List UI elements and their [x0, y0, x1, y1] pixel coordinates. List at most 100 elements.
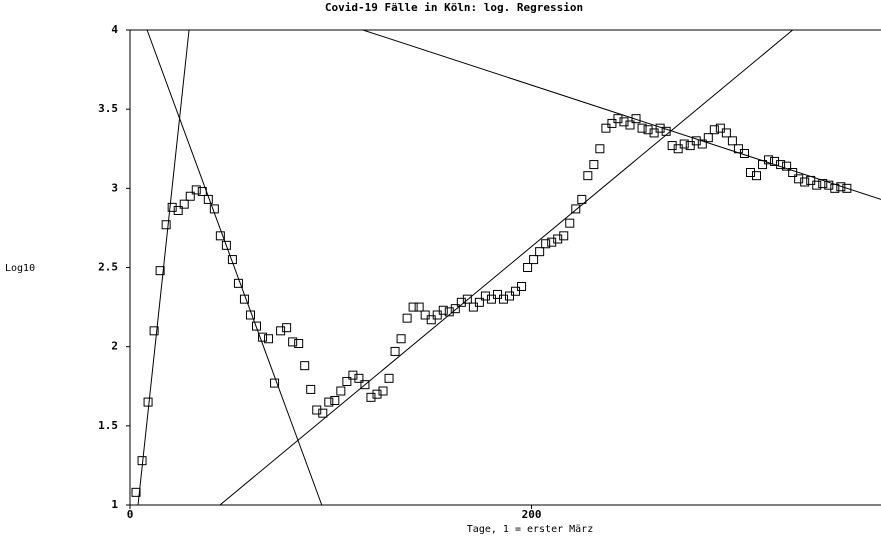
data-point [782, 161, 792, 171]
data-point [673, 144, 683, 154]
data-point [703, 133, 713, 143]
y-tick-label: 3.5 [98, 102, 118, 115]
data-point [824, 180, 834, 190]
data-point [318, 408, 328, 418]
data-point [517, 282, 527, 291]
data-point [535, 247, 545, 257]
data-point [420, 310, 430, 320]
data-point [432, 310, 442, 320]
data-point [342, 377, 352, 386]
data-point [709, 125, 719, 135]
data-point [252, 321, 262, 331]
data-point [360, 380, 370, 390]
data-point [691, 136, 701, 146]
data-point [745, 168, 755, 177]
data-point [197, 187, 207, 196]
data-point [143, 397, 153, 407]
data-point [426, 315, 436, 325]
data-point [492, 289, 502, 299]
data-point [348, 370, 358, 380]
data-point [541, 239, 551, 249]
data-point [685, 141, 695, 151]
data-point [173, 206, 183, 215]
regression-line [137, 29, 190, 506]
data-point [649, 128, 659, 138]
data-point [571, 204, 581, 214]
data-point [149, 326, 159, 336]
data-point [577, 194, 587, 204]
data-point [456, 297, 466, 307]
data-point [721, 128, 731, 138]
data-point [215, 231, 225, 241]
data-point [203, 194, 213, 204]
data-point [625, 120, 635, 130]
data-point [390, 346, 400, 356]
data-point [378, 386, 388, 396]
data-point [270, 378, 280, 388]
data-point [565, 218, 575, 228]
data-point [842, 183, 852, 193]
data-point [559, 231, 569, 241]
data-point [282, 323, 292, 333]
data-point [764, 155, 774, 165]
regression-line [219, 29, 793, 506]
data-point [239, 294, 249, 304]
data-point [770, 156, 780, 166]
data-point [836, 182, 846, 192]
data-point [227, 255, 237, 265]
data-point [185, 191, 195, 201]
data-point [233, 278, 243, 288]
data-point [529, 255, 539, 265]
data-point [191, 185, 201, 195]
data-point [414, 302, 424, 312]
data-point [758, 160, 768, 170]
data-point [637, 123, 647, 133]
data-point [553, 234, 563, 244]
data-point [480, 291, 490, 301]
data-point [354, 373, 364, 383]
data-point [583, 171, 593, 181]
y-tick-label: 2 [111, 340, 118, 353]
data-point [444, 307, 454, 317]
data-point [655, 123, 665, 133]
data-point [794, 174, 804, 184]
data-point [776, 160, 786, 170]
data-point [474, 297, 484, 307]
data-point [294, 339, 304, 348]
data-point [788, 168, 798, 177]
data-point [300, 361, 310, 371]
x-tick-label: 0 [127, 508, 134, 521]
data-point [727, 136, 737, 146]
y-tick-label: 1 [111, 498, 118, 511]
data-point [336, 386, 346, 396]
data-point [511, 286, 521, 296]
data-point [245, 310, 255, 320]
y-tick-label: 3 [111, 181, 118, 194]
data-point [595, 144, 605, 154]
data-point [631, 114, 641, 124]
data-point [324, 397, 334, 407]
chart-title: Covid-19 Fälle in Köln: log. Regression [325, 1, 583, 14]
data-point [330, 396, 340, 405]
data-point [812, 180, 822, 190]
data-point [408, 302, 418, 312]
data-point [258, 332, 268, 342]
data-point [505, 291, 515, 301]
data-point [486, 294, 496, 304]
data-point [715, 123, 725, 133]
data-point [661, 126, 671, 136]
data-point [619, 117, 629, 127]
data-point [384, 373, 394, 383]
data-point [468, 302, 478, 312]
data-point [179, 199, 189, 209]
data-point [547, 237, 557, 247]
data-point [806, 175, 816, 185]
data-point [131, 487, 141, 497]
data-point [830, 183, 840, 193]
y-tick-label: 1.5 [98, 419, 118, 432]
data-point [523, 263, 533, 272]
data-point [643, 125, 653, 135]
data-point [402, 313, 412, 323]
data-point [818, 179, 828, 189]
data-point [607, 118, 617, 128]
